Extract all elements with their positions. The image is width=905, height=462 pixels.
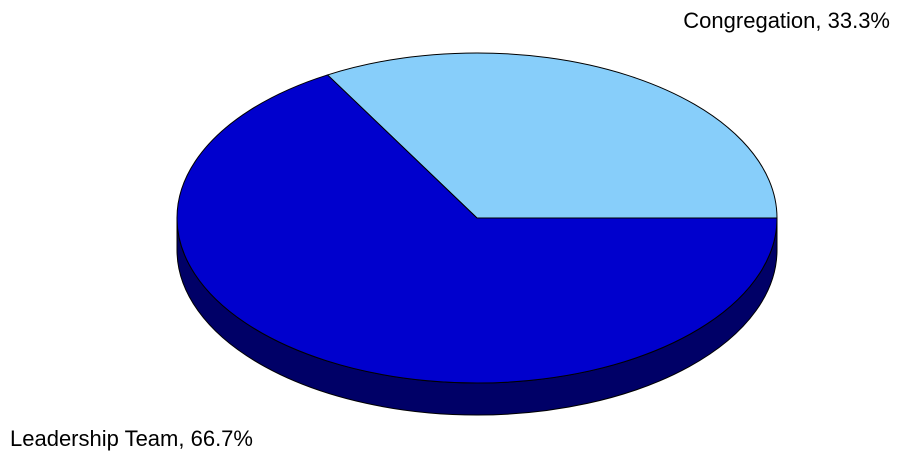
pie-slice bbox=[176, 74, 778, 384]
pie-slice bbox=[326, 52, 778, 219]
slice-label: Congregation, 33.3% bbox=[683, 8, 890, 33]
slice-label: Leadership Team, 66.7% bbox=[10, 426, 253, 451]
